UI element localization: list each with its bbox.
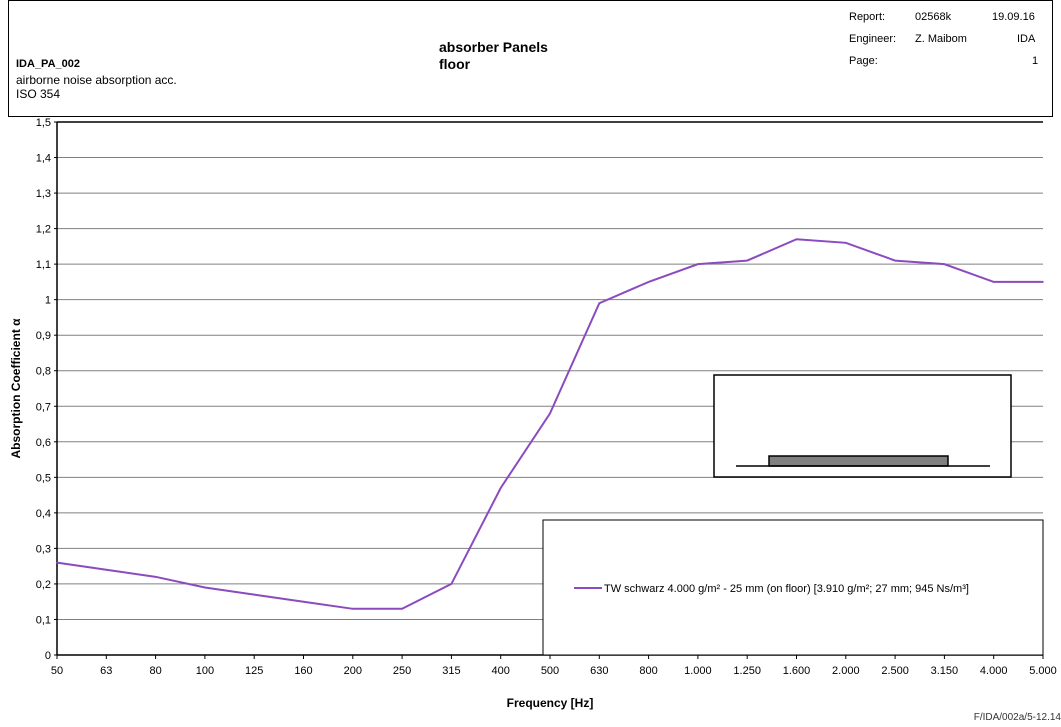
data-point (105, 568, 108, 571)
data-point (647, 281, 650, 283)
x-tick-label: 1.600 (783, 665, 811, 677)
data-point (894, 259, 896, 262)
y-tick-label: 1 (45, 295, 51, 307)
data-point (697, 263, 699, 265)
data-point (992, 281, 995, 283)
report-header: IDA_PA_002 airborne noise absorption acc… (8, 0, 1053, 117)
report-label: Report: (849, 11, 886, 23)
y-tick-label: 0,4 (36, 508, 51, 520)
report-number: 02568k (915, 11, 952, 23)
data-point (943, 263, 946, 265)
data-point (352, 608, 354, 610)
data-point (204, 586, 206, 589)
y-tick-label: 0,8 (36, 366, 51, 378)
x-tick-label: 250 (393, 665, 411, 677)
data-point (302, 600, 305, 603)
data-point (56, 561, 58, 564)
x-tick-label: 160 (294, 665, 312, 677)
legend-entry: TW schwarz 4.000 g/m² - 25 mm (on floor)… (604, 583, 969, 595)
x-tick-label: 1.000 (684, 665, 712, 677)
x-axis-title: Frequency [Hz] (507, 696, 594, 710)
x-tick-label: 200 (344, 665, 362, 677)
y-tick-label: 0 (45, 650, 51, 662)
x-tick-label: 800 (639, 665, 657, 677)
document-description: airborne noise absorption acc. ISO 354 (16, 73, 236, 101)
page-label: Page: (849, 55, 878, 67)
x-tick-label: 400 (492, 665, 510, 677)
y-tick-label: 1,1 (36, 259, 51, 271)
x-tick-label: 3.150 (931, 665, 959, 677)
x-tick-label: 100 (196, 665, 214, 677)
data-point (795, 238, 798, 241)
y-tick-label: 1,3 (36, 188, 51, 200)
x-tick-label: 315 (442, 665, 460, 677)
y-axis-title: Absorption Coefficient α (9, 318, 23, 459)
y-tick-label: 0,9 (36, 330, 51, 342)
y-tick-label: 0,3 (36, 543, 51, 555)
x-tick-label: 63 (100, 665, 112, 677)
data-point (499, 487, 502, 489)
x-tick-label: 125 (245, 665, 263, 677)
y-tick-label: 1,5 (36, 117, 51, 129)
report-title-line-2: floor (439, 56, 471, 72)
data-point (1042, 281, 1044, 283)
engineer-name: Z. Maibom (915, 33, 967, 45)
form-code: F/IDA/002a/5-12.14 (973, 712, 1061, 723)
report-date: 19.09.16 (992, 11, 1035, 23)
y-tick-label: 1,4 (36, 153, 51, 165)
x-tick-label: 630 (590, 665, 608, 677)
y-tick-label: 0,7 (36, 401, 51, 413)
data-point (746, 259, 748, 262)
engineer-label: Engineer: (849, 33, 897, 45)
x-tick-label: 500 (541, 665, 559, 677)
data-point (401, 608, 403, 610)
document-description-line-1: airborne noise absorption acc. (16, 73, 177, 87)
data-point (845, 242, 847, 244)
legend-box (542, 519, 1044, 656)
page-number: 1 (1032, 55, 1039, 67)
y-tick-label: 0,5 (36, 472, 51, 484)
x-tick-label: 1.250 (733, 665, 761, 677)
y-tick-label: 0,6 (36, 437, 51, 449)
y-tick-label: 0,2 (36, 579, 51, 591)
data-point (549, 412, 551, 415)
report-title-line-1: absorber Panels (439, 39, 548, 55)
x-tick-label: 2.000 (832, 665, 860, 677)
y-tick-label: 0,1 (36, 614, 51, 626)
inset-panel-icon (768, 455, 949, 467)
x-tick-label: 2.500 (881, 665, 909, 677)
company-name: IDA (1017, 33, 1036, 45)
data-point (450, 583, 453, 585)
x-tick-label: 80 (149, 665, 161, 677)
x-tick-label: 5.000 (1029, 665, 1057, 677)
document-description-line-2: ISO 354 (16, 87, 61, 101)
x-tick-label: 4.000 (980, 665, 1008, 677)
data-point (598, 302, 601, 305)
x-tick-label: 50 (51, 665, 63, 677)
absorption-chart: 0 0,1 0,2 0,3 0,4 0,5 0,6 0,7 0,8 0,9 1 1,1 1,2 1,3 1,… (9, 117, 1057, 710)
y-tick-label: 1,2 (36, 224, 51, 236)
data-point (253, 593, 255, 596)
document-id: IDA_PA_002 (16, 58, 80, 70)
data-point (154, 576, 157, 578)
